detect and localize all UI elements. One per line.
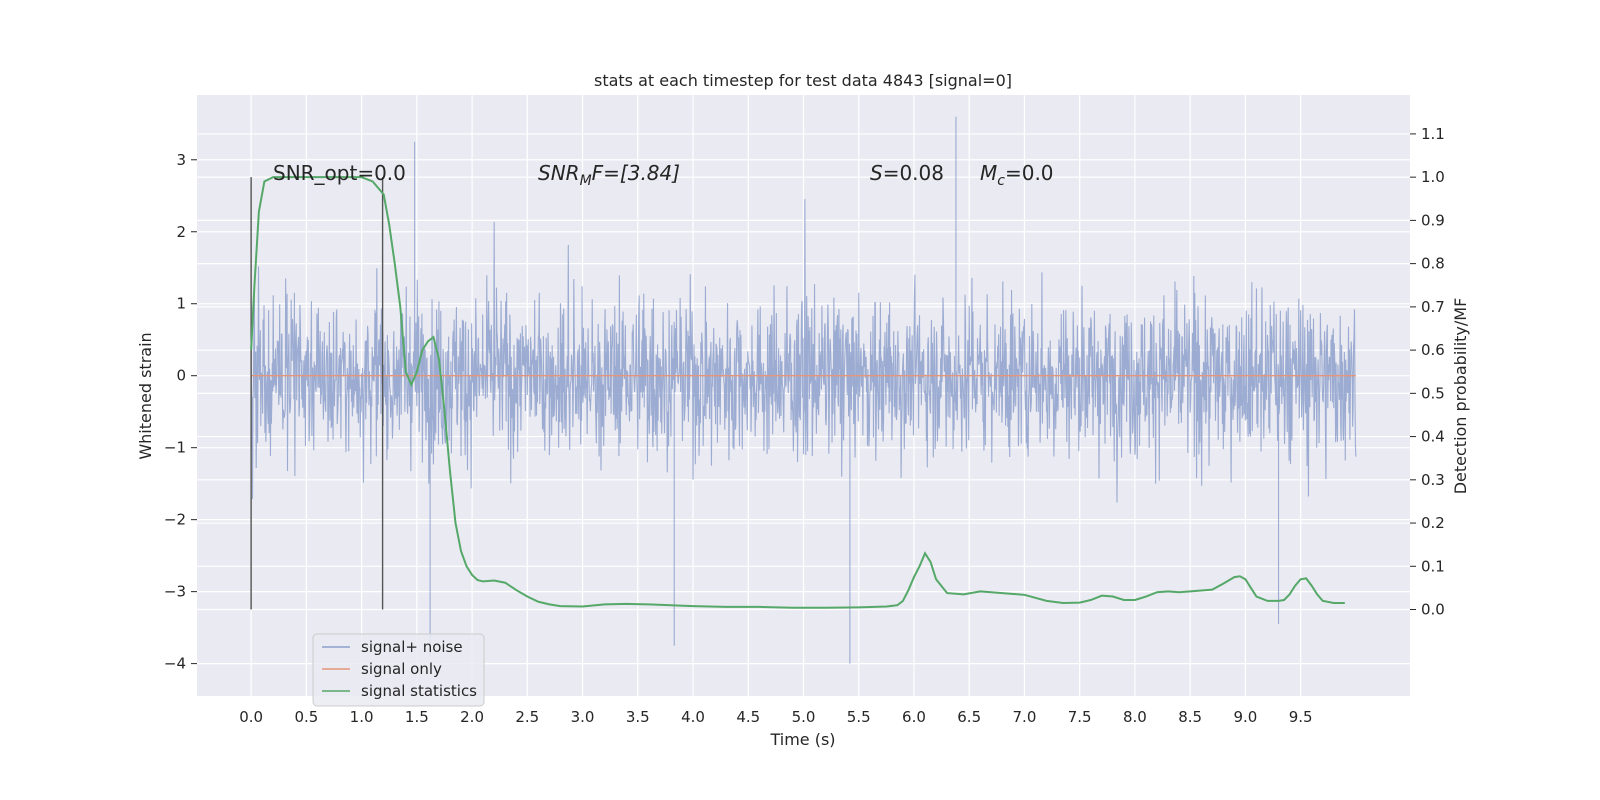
x-tick-label: 2.5 bbox=[515, 708, 539, 726]
s-tail: =0.08 bbox=[883, 161, 944, 185]
x-tick-label: 3.0 bbox=[571, 708, 595, 726]
snr-mf-main: SNR bbox=[538, 161, 580, 185]
y-right-tick-label: 0.6 bbox=[1421, 341, 1445, 359]
legend-label-signal-noise: signal+ noise bbox=[361, 638, 463, 656]
legend-label-signal-only: signal only bbox=[361, 660, 442, 678]
x-tick-label: 0.0 bbox=[239, 708, 263, 726]
series-signal-statistics bbox=[250, 176, 1345, 609]
snr-mf-tail: F=[3.84] bbox=[592, 161, 680, 185]
annotation-mc: Mc=0.0 bbox=[980, 161, 1054, 189]
annotation-snr-opt: SNR_opt=0.0 bbox=[273, 161, 406, 185]
annotation-s: S=0.08 bbox=[870, 161, 944, 185]
y-right-tick-label: 0.4 bbox=[1421, 428, 1445, 446]
x-tick-label: 8.0 bbox=[1123, 708, 1147, 726]
x-tick-label: 7.5 bbox=[1068, 708, 1092, 726]
legend-label-signal-statistics: signal statistics bbox=[361, 682, 477, 700]
chart-title: stats at each timestep for test data 484… bbox=[594, 71, 1012, 90]
signal-statistics-line bbox=[250, 176, 1345, 609]
legend-box bbox=[312, 633, 485, 707]
x-tick-label: 2.0 bbox=[460, 708, 484, 726]
vertical-markers bbox=[250, 177, 384, 610]
y-left-tick-label: −3 bbox=[164, 583, 186, 601]
mc-tail: =0.0 bbox=[1005, 161, 1054, 185]
y-right-axis-label: Detection probability/MF bbox=[1451, 298, 1470, 495]
x-tick-labels: 0.0 0.5 1.0 1.5 2.0 2.5 3.0 3.5 4.0 4.5 5.0 5.5 6.0 6… bbox=[239, 708, 1312, 726]
annotation-snr-mf: SNRMF=[3.84] bbox=[538, 161, 680, 189]
y-right-tick-labels: 0.0 0.1 0.2 0.3 0.4 0.5 0.6 0.7 0.8 0.9 1.0 1.1 bbox=[1410, 125, 1445, 619]
y-right-tick-label: 0.5 bbox=[1421, 384, 1445, 402]
mc-sub: c bbox=[997, 173, 1005, 189]
y-left-tick-label: 3 bbox=[176, 151, 186, 169]
x-tick-label: 0.5 bbox=[294, 708, 318, 726]
y-left-tick-label: −2 bbox=[164, 511, 186, 529]
x-tick-label: 4.5 bbox=[736, 708, 760, 726]
y-right-tick-label: 0.1 bbox=[1421, 557, 1445, 575]
snr-mf-sub: M bbox=[580, 173, 592, 189]
y-right-tick-label: 0.2 bbox=[1421, 514, 1445, 532]
x-tick-label: 1.5 bbox=[405, 708, 429, 726]
legend: signal+ noise signal only signal statist… bbox=[312, 633, 485, 707]
y-left-tick-label: −1 bbox=[164, 439, 186, 457]
mc-main: M bbox=[980, 161, 997, 185]
x-tick-label: 4.0 bbox=[681, 708, 705, 726]
y-right-tick-label: 0.3 bbox=[1421, 471, 1445, 489]
x-tick-label: 6.0 bbox=[902, 708, 926, 726]
y-left-tick-labels: −4 −3 −2 −1 0 1 2 3 bbox=[164, 151, 197, 673]
x-tick-label: 8.5 bbox=[1178, 708, 1202, 726]
x-axis-label: Time (s) bbox=[769, 730, 835, 749]
x-tick-label: 3.5 bbox=[626, 708, 650, 726]
y-right-tick-label: 1.0 bbox=[1421, 168, 1445, 186]
y-left-tick-label: 1 bbox=[176, 295, 186, 313]
x-tick-label: 1.0 bbox=[350, 708, 374, 726]
x-tick-label: 7.0 bbox=[1013, 708, 1037, 726]
y-right-tick-label: 1.1 bbox=[1421, 125, 1445, 143]
y-right-tick-label: 0.8 bbox=[1421, 255, 1445, 273]
y-right-tick-label: 0.7 bbox=[1421, 298, 1445, 316]
y-left-tick-label: 0 bbox=[176, 367, 186, 385]
y-left-tick-label: −4 bbox=[164, 655, 186, 673]
y-right-tick-label: 0.0 bbox=[1421, 601, 1445, 619]
y-right-tick-label: 0.9 bbox=[1421, 211, 1445, 229]
signal-noise-line bbox=[250, 116, 1357, 664]
x-tick-label: 9.0 bbox=[1233, 708, 1257, 726]
x-tick-label: 9.5 bbox=[1289, 708, 1313, 726]
y-left-tick-label: 2 bbox=[176, 223, 186, 241]
series-signal-noise bbox=[250, 116, 1357, 664]
s-main: S bbox=[870, 161, 883, 185]
x-tick-label: 5.0 bbox=[792, 708, 816, 726]
x-tick-label: 6.5 bbox=[957, 708, 981, 726]
x-tick-label: 5.5 bbox=[847, 708, 871, 726]
y-left-axis-label: Whitened strain bbox=[136, 332, 155, 459]
